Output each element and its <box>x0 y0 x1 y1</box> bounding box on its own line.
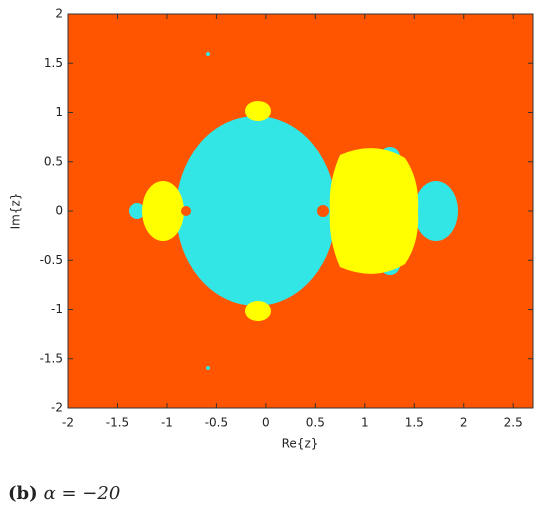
x-tick-label: 1.5 <box>405 416 424 430</box>
y-tick-label: -0.5 <box>40 253 63 267</box>
yellow-region <box>142 181 184 241</box>
y-tick-label: 2 <box>55 7 63 21</box>
x-tick-label: 2 <box>460 416 468 430</box>
x-tick-label: -0.5 <box>205 416 228 430</box>
cyan-region <box>206 366 210 370</box>
y-tick-label: 1 <box>55 105 63 119</box>
y-tick-label: 0 <box>55 204 63 218</box>
caption: (b) α = −20 <box>8 483 120 504</box>
y-tick-label: -2 <box>51 401 63 415</box>
cyan-region <box>414 181 458 241</box>
x-tick-label: -2 <box>62 416 74 430</box>
cyan-region <box>206 52 210 56</box>
x-tick-label: 2.5 <box>504 416 523 430</box>
y-tick-label: -1 <box>51 302 63 316</box>
x-tick-label: -1.5 <box>106 416 129 430</box>
x-tick-label: 1 <box>361 416 369 430</box>
caption-text: α = −20 <box>44 483 121 504</box>
y-axis-label: Im{z} <box>9 193 23 230</box>
cyan-region <box>176 116 336 306</box>
y-tick-label: 0.5 <box>44 154 63 168</box>
yellow-region <box>329 148 419 274</box>
x-tick-label: 0.5 <box>306 416 325 430</box>
x-tick-label: 0 <box>262 416 270 430</box>
cyan-region <box>129 203 145 219</box>
x-axis-label: Re{z} <box>282 437 319 451</box>
background-region <box>317 205 329 217</box>
background-region <box>181 206 191 216</box>
y-tick-label: 1.5 <box>44 56 63 70</box>
caption-label: (b) <box>8 483 38 504</box>
yellow-region <box>245 301 271 321</box>
yellow-region <box>245 101 271 121</box>
fractal-image <box>68 14 533 408</box>
y-tick-label: -1.5 <box>40 351 63 365</box>
x-tick-label: -1 <box>161 416 173 430</box>
